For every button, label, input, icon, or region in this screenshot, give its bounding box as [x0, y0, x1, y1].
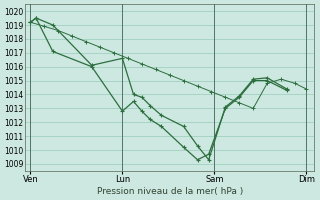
X-axis label: Pression niveau de la mer( hPa ): Pression niveau de la mer( hPa )	[97, 187, 243, 196]
